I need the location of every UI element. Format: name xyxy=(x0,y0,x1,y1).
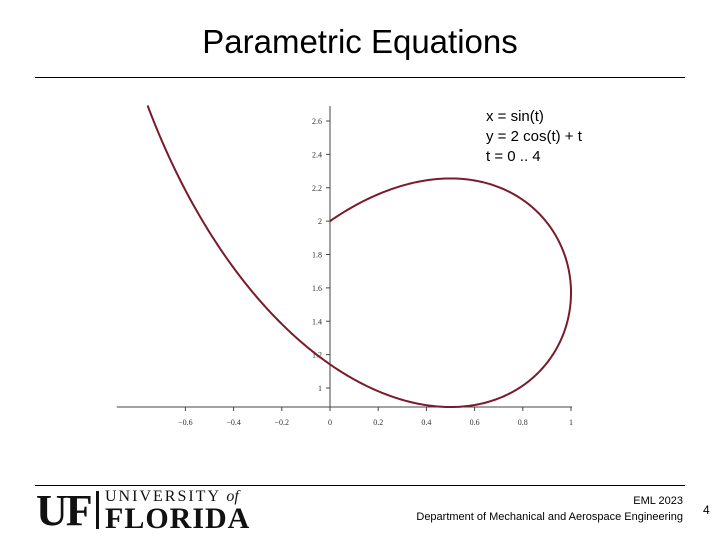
y-tick-label: 2.4 xyxy=(312,150,322,159)
footer-department: Department of Mechanical and Aerospace E… xyxy=(416,511,683,523)
uf-logo: UF UNIVERSITY of FLORIDA xyxy=(36,486,251,535)
y-tick-label: 1.6 xyxy=(312,284,322,293)
uf-logo-university: UNIVERSITY of xyxy=(105,488,239,505)
y-tick-label: 1 xyxy=(318,384,322,393)
uf-logo-mark: UF xyxy=(36,486,93,535)
parametric-curve xyxy=(146,105,573,409)
slide-number: 4 xyxy=(703,503,710,517)
title-divider xyxy=(35,77,685,78)
equation-box: x = sin(t) y = 2 cos(t) + t t = 0 .. 4 xyxy=(486,107,582,167)
y-tick-label: 1.4 xyxy=(312,317,322,326)
footer-course: EML 2023 xyxy=(633,495,683,507)
y-tick-label: 2.2 xyxy=(312,184,322,193)
x-tick-label: −0.2 xyxy=(275,418,290,427)
x-tick-label: 1 xyxy=(569,418,573,427)
slide-title: Parametric Equations xyxy=(202,23,518,60)
x-tick-label: −0.4 xyxy=(226,418,241,427)
equation-y: y = 2 cos(t) + t xyxy=(486,128,582,145)
x-tick-label: −0.6 xyxy=(178,418,193,427)
plot-ticks: −0.6 −0.4 −0.2 0 0.2 0.4 0.6 0.8 111.21.41.61.82… xyxy=(178,117,573,427)
plot-axes xyxy=(116,106,572,410)
x-tick-label: 0.8 xyxy=(518,418,528,427)
x-tick-label: 0.6 xyxy=(470,418,480,427)
x-tick-label: 0.4 xyxy=(421,418,431,427)
x-tick-label: 0.2 xyxy=(373,418,383,427)
uf-logo-florida: FLORIDA xyxy=(105,502,251,535)
y-tick-label: 2.6 xyxy=(312,117,322,126)
equation-t-range: t = 0 .. 4 xyxy=(486,148,541,165)
equation-x: x = sin(t) xyxy=(486,108,544,125)
x-tick-label: 0 xyxy=(328,418,332,427)
footer-divider xyxy=(35,485,685,486)
y-tick-label: 1.8 xyxy=(312,251,322,260)
uf-logo-divider xyxy=(96,491,99,529)
y-tick-label: 2 xyxy=(318,217,322,226)
